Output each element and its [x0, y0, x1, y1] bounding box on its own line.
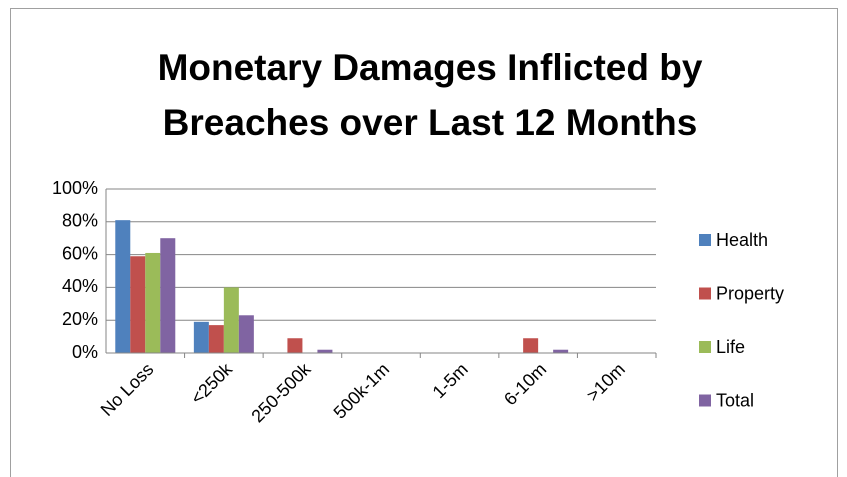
x-tick-label: No Loss [97, 359, 158, 420]
bar [208, 325, 224, 353]
y-tick-label: 80% [62, 211, 98, 231]
x-tick-label: 1-5m [429, 359, 472, 402]
legend-swatch [699, 341, 711, 353]
chart-border [10, 8, 838, 477]
bar [193, 321, 209, 353]
legend-swatch [699, 234, 711, 246]
bar [223, 287, 239, 353]
bar [523, 338, 539, 353]
x-tick-label: 6-10m [500, 359, 550, 409]
bar [145, 252, 161, 353]
legend-label: Property [716, 283, 784, 303]
x-tick-label: 500k-1m [330, 359, 394, 423]
bar [317, 349, 333, 353]
legend-label: Total [716, 390, 754, 410]
legend-label: Health [716, 230, 768, 250]
y-tick-label: 100% [52, 178, 98, 198]
bar [115, 220, 131, 353]
bar [160, 238, 176, 353]
y-tick-label: 40% [62, 276, 98, 296]
x-tick-label: 250-500k [247, 358, 315, 426]
legend-swatch [699, 394, 711, 407]
bar [238, 315, 254, 353]
x-tick-label: <250k [187, 358, 237, 408]
y-tick-label: 20% [62, 309, 98, 329]
bar [287, 338, 303, 353]
legend-swatch [699, 287, 711, 300]
x-tick-label: >10m [583, 359, 629, 405]
bar [130, 256, 146, 353]
y-tick-label: 0% [72, 342, 98, 362]
y-tick-label: 60% [62, 243, 98, 263]
legend-label: Life [716, 337, 745, 357]
chart-title: Monetary Damages Inflicted by Breaches o… [157, 47, 703, 143]
bar [553, 349, 569, 353]
